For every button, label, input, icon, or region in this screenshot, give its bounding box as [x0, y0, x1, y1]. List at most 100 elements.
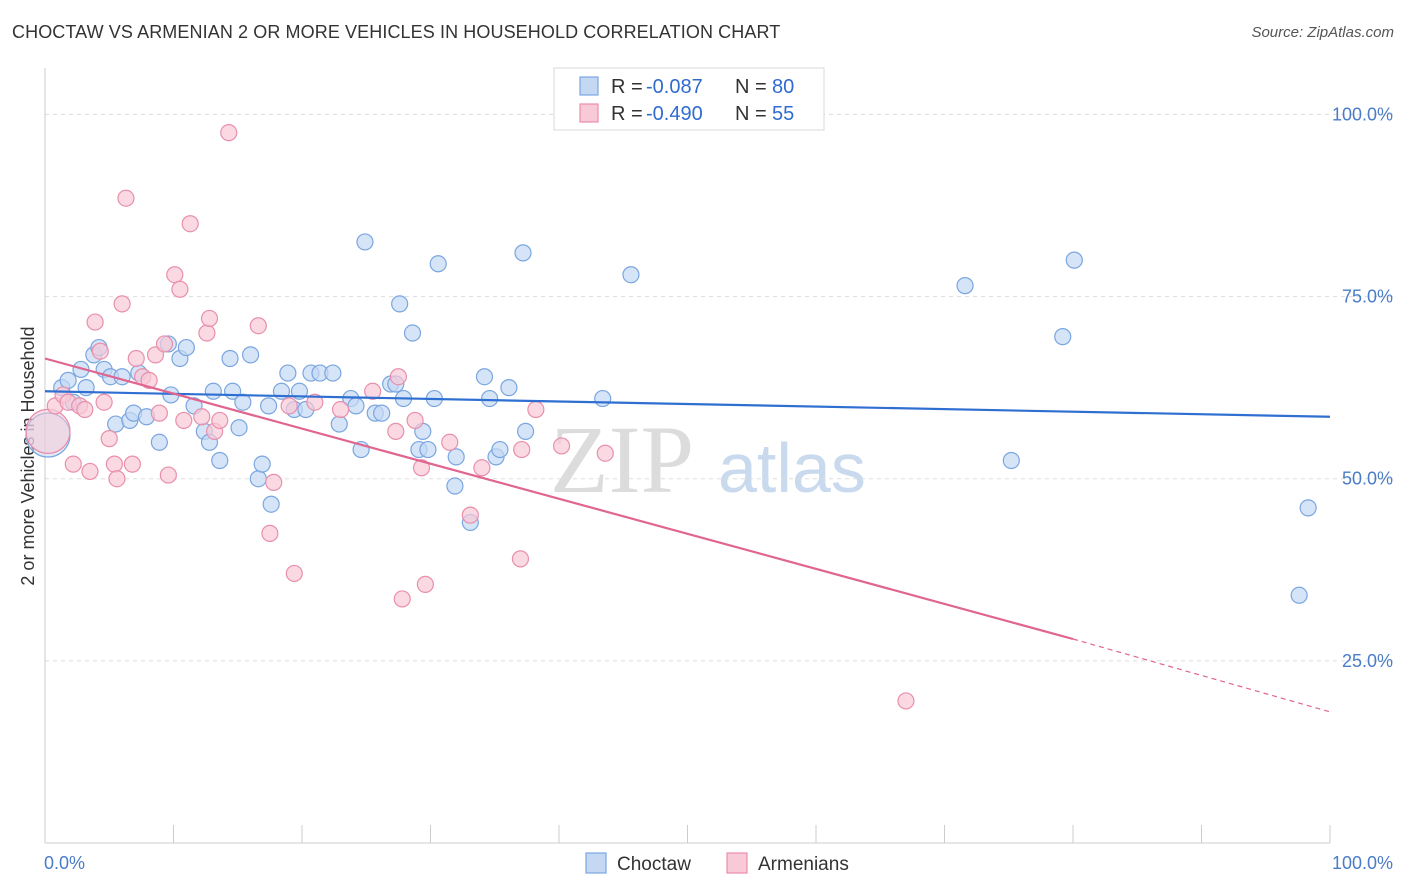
trend-line-armenians [44, 357, 1074, 641]
armenians-point [108, 470, 126, 488]
armenians-point [364, 382, 382, 400]
choctaw-point [622, 266, 640, 284]
choctaw-point [330, 415, 348, 433]
choctaw-point [211, 451, 229, 470]
armenians-point [406, 411, 424, 430]
choctaw-point [59, 371, 77, 389]
choctaw-point [249, 470, 267, 488]
armenians-point [193, 408, 211, 426]
page-title: CHOCTAW VS ARMENIAN 2 OR MORE VEHICLES I… [12, 22, 781, 42]
legend-n-label-armenians: N = [735, 103, 767, 125]
armenians-point [393, 590, 411, 608]
choctaw-point [481, 389, 499, 408]
legend-swatch-choctaw [579, 76, 599, 96]
series-legend: Choctaw Armenians [585, 852, 849, 875]
legend-r-value-armenians: -0.490 [646, 103, 703, 125]
y-tick-label: 50.0% [1342, 469, 1393, 489]
armenians-point [265, 473, 283, 491]
armenians-point [100, 430, 118, 448]
choctaw-point [347, 397, 365, 415]
choctaw-point [262, 495, 280, 513]
armenians-point [181, 215, 199, 233]
y-tick-label: 100.0% [1332, 104, 1393, 124]
y-tick-label: 25.0% [1342, 651, 1393, 671]
choctaw-point [373, 404, 391, 422]
armenians-point [220, 124, 238, 142]
armenians-point [105, 455, 123, 473]
armenians-point [285, 564, 303, 583]
armenians-point [76, 400, 94, 419]
choctaw-point [419, 440, 437, 459]
legend-n-value-armenians: 55 [772, 103, 794, 125]
armenians-point [261, 524, 279, 542]
legend-swatch-armenians [579, 103, 599, 123]
armenians-point [81, 462, 99, 481]
choctaw-point [150, 433, 168, 451]
legend-n-label-choctaw: N = [735, 76, 767, 98]
choctaw-point [107, 415, 125, 433]
armenians-point [64, 455, 82, 473]
choctaw-point [403, 324, 422, 342]
armenians-point [389, 368, 407, 386]
armenians-point [171, 280, 189, 298]
bottom-legend-swatch-choctaw [585, 852, 607, 874]
x-tick-label-min: 0.0% [44, 853, 85, 873]
armenians-point [127, 349, 145, 368]
legend-r-label-choctaw: R = [611, 76, 643, 98]
choctaw-point [356, 233, 374, 251]
x-axis-ticks [44, 825, 1331, 843]
grid-lines [45, 113, 1393, 662]
armenians-point [441, 433, 459, 451]
choctaw-point [253, 455, 271, 473]
choctaw-point [234, 393, 252, 411]
armenians-point [511, 550, 530, 568]
armenians-point [306, 393, 324, 411]
legend-r-value-choctaw: -0.087 [646, 76, 703, 98]
choctaw-point [177, 338, 195, 357]
choctaw-point [279, 364, 297, 382]
armenians-point [211, 411, 229, 430]
choctaw-point [594, 389, 612, 408]
armenians-point [198, 324, 216, 342]
choctaw-point [1002, 451, 1020, 470]
trend-line-armenians-extrapolated [1072, 638, 1331, 713]
armenians-point [123, 455, 141, 473]
trend-line-choctaw [44, 390, 1331, 418]
armenians-point [473, 459, 491, 477]
choctaw-point [113, 368, 131, 386]
choctaw-point [221, 349, 239, 368]
armenians-point [159, 466, 177, 484]
armenians-point [331, 400, 350, 419]
choctaw-point [242, 346, 260, 364]
choctaw-point [230, 419, 248, 437]
y-tick-labels: 100.0% 75.0% 50.0% 25.0% [1332, 104, 1393, 670]
choctaw-point [446, 477, 464, 495]
armenians-point [461, 506, 479, 524]
choctaw-point [500, 379, 518, 397]
choctaw-point [475, 368, 494, 386]
armenians-point [596, 444, 614, 462]
source-label: Source: ZipAtlas.com [1251, 24, 1394, 41]
watermark-atlas: atlas [718, 429, 866, 507]
armenians-point [166, 266, 184, 284]
choctaw-point [1065, 251, 1083, 269]
armenians-point [513, 440, 531, 459]
choctaw-point [324, 364, 342, 382]
y-tick-label: 75.0% [1342, 287, 1393, 307]
armenians-point [95, 393, 113, 411]
choctaw-point [391, 295, 409, 313]
choctaw-point [514, 244, 532, 262]
armenians-point [140, 371, 158, 389]
armenians-point [25, 408, 71, 454]
armenians-point [150, 404, 168, 422]
correlation-legend: R = -0.087 N = 80 R = -0.490 N = 55 [553, 67, 825, 131]
armenians-point [86, 313, 104, 331]
armenians-point [175, 411, 193, 430]
armenians-point [897, 692, 915, 710]
choctaw-point [429, 255, 447, 273]
bottom-legend-label-armenians: Armenians [758, 854, 849, 875]
armenians-point [91, 342, 109, 360]
choctaw-point [447, 448, 465, 466]
legend-n-value-choctaw: 80 [772, 76, 794, 98]
bottom-legend-label-choctaw: Choctaw [617, 854, 691, 875]
